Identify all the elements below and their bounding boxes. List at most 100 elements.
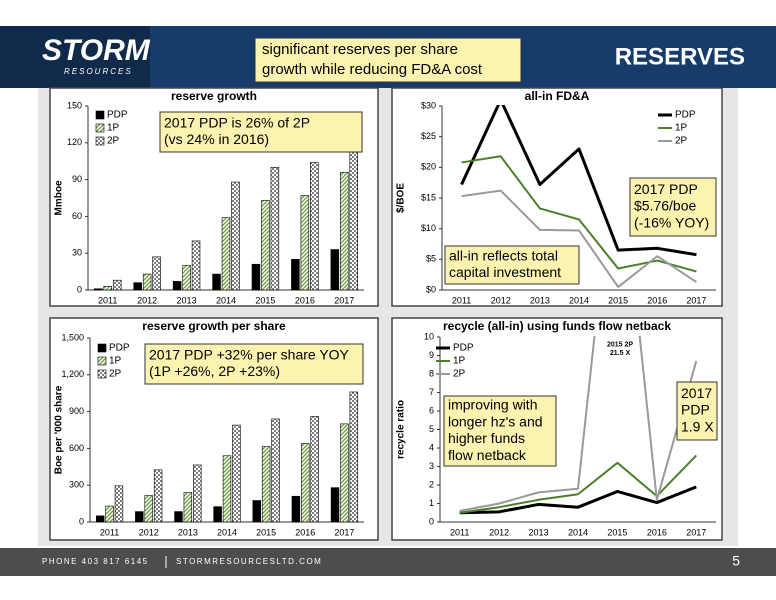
y-tick-label: 0 bbox=[77, 284, 82, 294]
x-tick-label: 2015 bbox=[255, 295, 275, 305]
legend-label: 2P bbox=[453, 369, 466, 380]
chart-title: recycle (all-in) using funds flow netbac… bbox=[443, 319, 671, 333]
bar bbox=[330, 249, 340, 291]
data-line bbox=[459, 336, 698, 512]
logo: STORM bbox=[42, 34, 151, 67]
y-tick-label: 10 bbox=[424, 331, 434, 341]
bar bbox=[340, 171, 349, 291]
x-tick-label: 2014 bbox=[568, 527, 588, 537]
x-tick-label: 2014 bbox=[216, 295, 236, 305]
x-tick-label: 2012 bbox=[137, 295, 157, 305]
data-line bbox=[461, 189, 697, 288]
bar bbox=[291, 259, 300, 291]
x-tick-label: 2012 bbox=[139, 527, 159, 537]
y-tick-label: 1 bbox=[429, 498, 434, 508]
bar bbox=[271, 418, 280, 523]
bar bbox=[222, 455, 232, 523]
annotation-text: $5.76/boe bbox=[634, 198, 696, 214]
legend-swatch bbox=[97, 356, 107, 366]
bar bbox=[231, 181, 240, 291]
annotation-text: PDP bbox=[681, 402, 710, 418]
y-tick-label: $25 bbox=[421, 131, 436, 141]
legend-label: PDP bbox=[453, 343, 474, 354]
bar bbox=[103, 286, 112, 291]
bar bbox=[114, 485, 124, 523]
annotation-box bbox=[676, 381, 718, 441]
legend-label: 1P bbox=[109, 356, 122, 367]
y-tick-label: 1,200 bbox=[61, 369, 84, 379]
x-tick-label: 2011 bbox=[98, 295, 117, 305]
annotation-text: longer hz's and bbox=[448, 413, 543, 429]
legend-label: PDP bbox=[109, 343, 130, 354]
bar bbox=[142, 273, 152, 291]
y-tick-label: 7 bbox=[429, 387, 434, 397]
y-axis-label: Boe per '000 share bbox=[54, 385, 65, 474]
data-line bbox=[460, 105, 697, 257]
bar bbox=[349, 131, 358, 291]
footer-phone: PHONE 403 817 6145 bbox=[42, 557, 149, 566]
bar bbox=[213, 506, 222, 523]
y-tick-label: 1,500 bbox=[61, 332, 84, 342]
legend-label: 2P bbox=[107, 136, 120, 147]
bar bbox=[191, 240, 201, 291]
y-tick-label: 120 bbox=[67, 137, 82, 147]
x-tick-label: 2013 bbox=[530, 295, 550, 305]
x-tick-label: 2013 bbox=[177, 295, 197, 305]
callout-box bbox=[254, 37, 522, 83]
annotation-box bbox=[444, 245, 580, 285]
y-axis-label: $/BOE bbox=[396, 183, 407, 213]
legend-label: 1P bbox=[453, 356, 466, 367]
x-tick-label: 2015 bbox=[607, 527, 627, 537]
legend-swatch bbox=[97, 343, 107, 353]
x-tick-label: 2016 bbox=[647, 295, 667, 305]
annotation-box bbox=[443, 395, 557, 467]
x-tick-label: 2016 bbox=[647, 527, 667, 537]
legend-label: 2P bbox=[109, 369, 122, 380]
bar bbox=[95, 515, 105, 523]
annotation-text: 1.9 X bbox=[681, 419, 714, 435]
annotation-text: 2017 PDP is 26% of 2P bbox=[164, 114, 310, 130]
bar bbox=[270, 167, 280, 291]
bar bbox=[310, 162, 319, 291]
bar bbox=[261, 200, 270, 291]
y-tick-label: 8 bbox=[429, 368, 434, 378]
legend-label: 2P bbox=[675, 136, 688, 147]
annotation-text: (-16% YOY) bbox=[634, 215, 709, 231]
legend-swatch bbox=[95, 136, 105, 146]
bar bbox=[221, 217, 231, 291]
x-tick-label: 2017 bbox=[334, 295, 354, 305]
bar bbox=[212, 273, 221, 291]
annotation-text: 2017 PDP +32% per share YOY bbox=[149, 346, 350, 362]
x-tick-label: 2011 bbox=[100, 527, 119, 537]
annotation-text: (1P +26%, 2P +23%) bbox=[149, 363, 280, 379]
x-tick-label: 2012 bbox=[491, 295, 511, 305]
annotation-text: all-in reflects total bbox=[449, 247, 558, 263]
y-tick-label: $5 bbox=[426, 254, 436, 264]
bar bbox=[105, 505, 114, 523]
bar bbox=[251, 263, 261, 291]
bar bbox=[310, 416, 319, 523]
y-tick-label: 6 bbox=[429, 405, 434, 415]
bar bbox=[174, 511, 183, 523]
bar bbox=[261, 446, 271, 523]
legend-swatch bbox=[97, 369, 107, 379]
bar bbox=[182, 265, 191, 291]
x-tick-label: 2015 bbox=[608, 295, 628, 305]
bar bbox=[135, 511, 144, 523]
x-tick-label: 2011 bbox=[452, 295, 471, 305]
y-tick-label: $30 bbox=[421, 100, 436, 110]
annotation-text: 2015 2P bbox=[607, 342, 633, 349]
bar bbox=[252, 500, 261, 523]
annotation-text: 2017 bbox=[681, 385, 712, 401]
y-axis-label: recycle ratio bbox=[396, 400, 407, 459]
legend-label: 1P bbox=[675, 123, 688, 134]
page-title: RESERVES bbox=[615, 43, 745, 70]
bar bbox=[94, 288, 103, 291]
y-tick-label: 0 bbox=[79, 516, 84, 526]
footer-band bbox=[0, 548, 776, 576]
bar bbox=[172, 281, 182, 291]
annotation-text: capital investment bbox=[449, 264, 561, 280]
annotation-text: 2017 PDP bbox=[634, 181, 698, 197]
bar bbox=[144, 495, 153, 523]
